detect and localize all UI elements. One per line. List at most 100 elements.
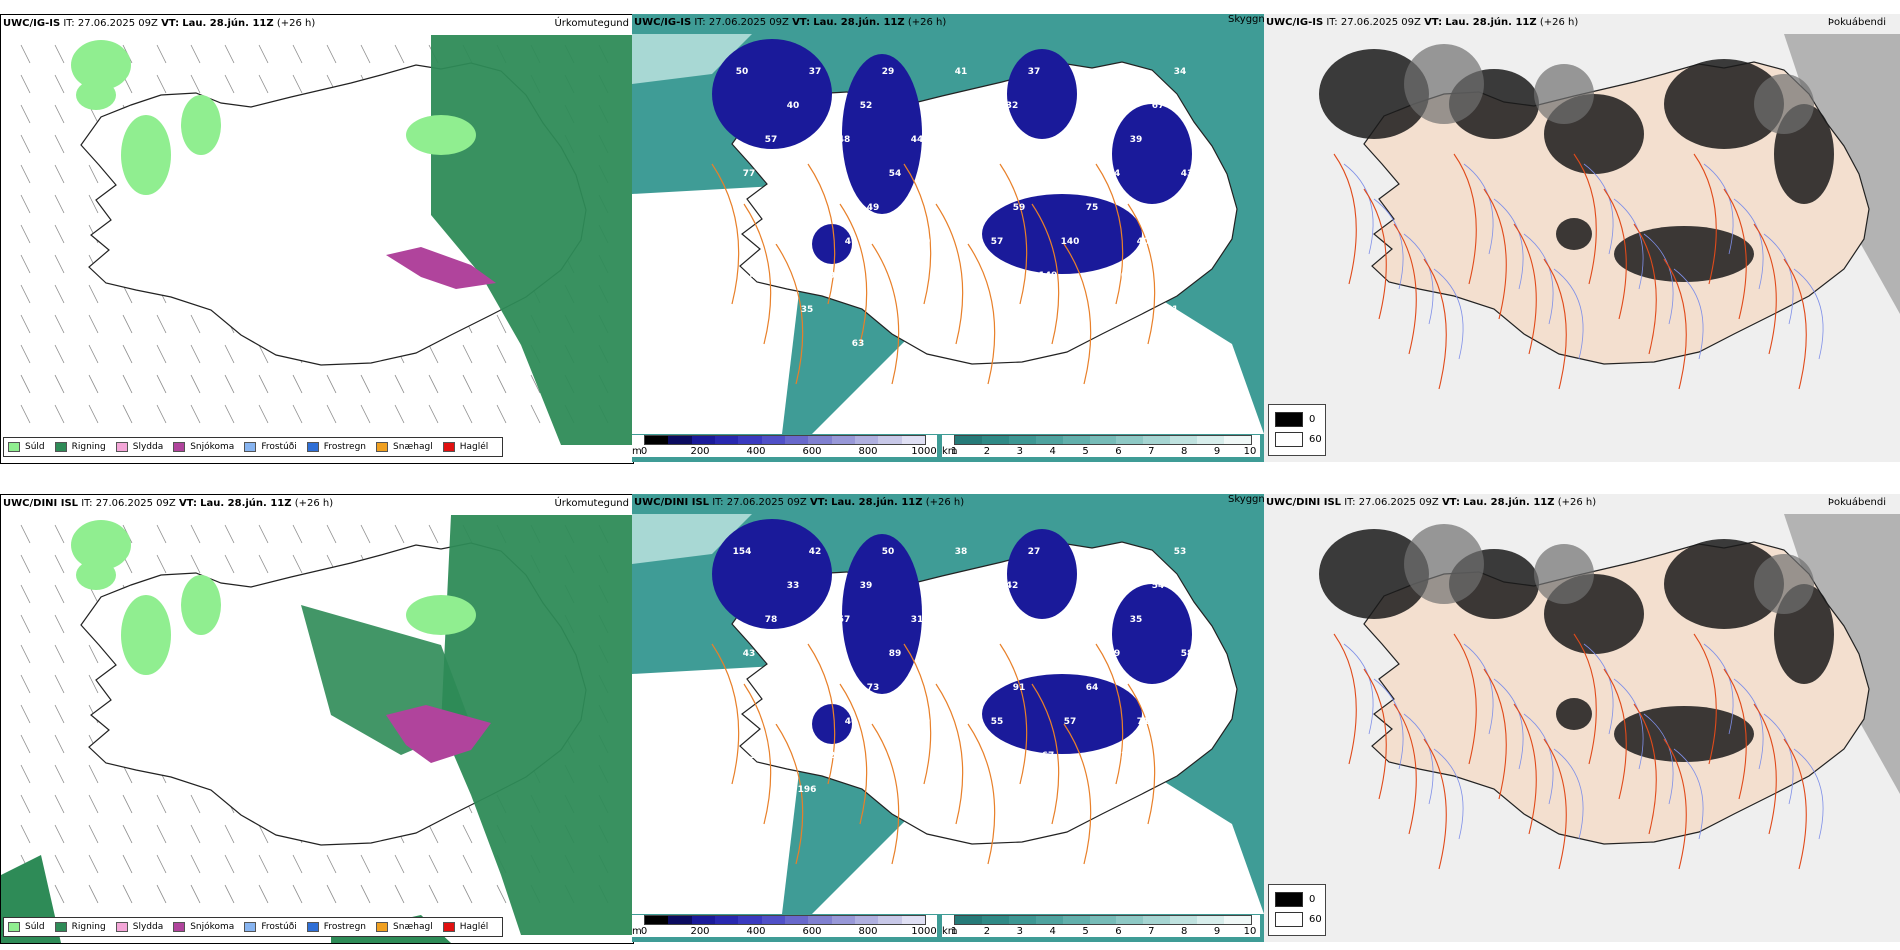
river (1403, 233, 1434, 325)
ceiling-value-label: 39 (860, 581, 873, 591)
snow-area (386, 705, 491, 763)
colorbar-segment (831, 436, 855, 444)
wind-barb (224, 884, 235, 904)
wind-barb (190, 824, 201, 844)
road (903, 643, 932, 785)
river (1673, 268, 1704, 360)
cloud-patch (1404, 524, 1484, 604)
wind-barb (292, 404, 303, 424)
drizzle-area (406, 595, 476, 635)
wind-barb (190, 44, 201, 64)
it-label: IT: (694, 17, 706, 28)
colorbar-segment (955, 436, 982, 444)
wind-barb (156, 44, 167, 64)
visibility-colorbar: km 1 2 3 4 5 6 7 8 9 10 (942, 915, 1260, 937)
wind-barb (496, 374, 507, 394)
wind-barb (88, 164, 99, 184)
it-label: IT: (81, 498, 93, 509)
colorbar-tick-label: 600 (802, 926, 822, 937)
low-ceiling-area (812, 704, 852, 744)
ceiling-value-label: 154 (733, 547, 752, 557)
colorbar-ticks: 1 2 3 4 5 6 7 8 9 10 (950, 445, 1257, 457)
ceiling-value-label: 52 (1035, 169, 1048, 179)
snow-area (386, 247, 496, 289)
rain-area (441, 515, 633, 935)
ceiling-value-label: 67 (1042, 751, 1055, 761)
colorbar-tick-label: 1000 (911, 446, 937, 457)
wind-barb (394, 884, 405, 904)
colorbar-tick-label: 1 (950, 446, 958, 457)
legend-swatch (376, 922, 389, 932)
wind-barb (292, 854, 303, 874)
river (1763, 713, 1794, 805)
wind-barb (156, 404, 167, 424)
low-ceiling-area (1112, 104, 1192, 204)
rain-area (431, 35, 633, 445)
ceiling-value-label: 32 (1079, 581, 1092, 591)
legend-swatch (306, 442, 319, 452)
low-ceiling-area (712, 519, 832, 629)
wind-barb (20, 704, 31, 724)
wind-barb (54, 194, 65, 214)
wind-barb (462, 404, 473, 424)
cloud-legend-label: 60 (1309, 434, 1322, 445)
legend-label: Snæhagl (393, 922, 433, 932)
river (1643, 233, 1674, 325)
wind-barb (20, 224, 31, 244)
ceiling-value-label: 47 (896, 751, 909, 761)
colorbar-segment (738, 436, 762, 444)
wind-barb (292, 44, 303, 64)
low-ceiling-area (842, 54, 922, 214)
river (1493, 198, 1524, 290)
cloud-legend-swatch (1275, 912, 1303, 927)
ceiling-value-label: 64 (984, 135, 997, 145)
wind-barb (88, 674, 99, 694)
road (1423, 258, 1447, 390)
ceiling-value-label: 88 (1057, 135, 1070, 145)
road (1423, 738, 1447, 870)
wind-barb (258, 44, 269, 64)
ceiling-value-label: 40 (787, 101, 800, 111)
wind-barb (156, 554, 167, 574)
ceiling-value-label: 50 (882, 547, 895, 557)
wind-barb (258, 554, 269, 574)
ceiling-value-label: 57 (991, 237, 1004, 247)
ceiling-value-label: 37 (984, 615, 997, 625)
colorbar-tick-label: 3 (1016, 926, 1023, 937)
wind-barb (88, 194, 99, 214)
wind-barb (258, 404, 269, 424)
road (1333, 633, 1357, 765)
colorbar-segment (784, 436, 809, 444)
cloud-map (1264, 494, 1900, 942)
wind-barb (428, 824, 439, 844)
ceiling-value-label: 41 (955, 67, 968, 77)
wind-barb (292, 374, 303, 394)
wind-barb (496, 404, 507, 424)
road (871, 723, 900, 865)
cloud-patch (1404, 44, 1484, 124)
wind-barb (530, 404, 541, 424)
ceiling-value-label: 78 (765, 615, 778, 625)
colorbar-segment (691, 916, 715, 924)
river (1703, 163, 1734, 255)
wind-barb (360, 44, 371, 64)
visibility-colorbar: km 1 2 3 4 5 6 7 8 9 10 (942, 435, 1260, 457)
colorbar-unit: m (632, 446, 642, 457)
wind-barb (20, 104, 31, 124)
road (1723, 668, 1747, 800)
ceiling-value-label: 57 (838, 615, 851, 625)
wind-barb (54, 644, 65, 664)
cloud-panel-row1: UWC/IG-IS IT: 27.06.2025 09Z VT: Lau. 28… (1264, 14, 1900, 462)
fog-area (632, 514, 752, 564)
legend-label: Snjókoma (190, 442, 235, 452)
ceiling-value-label: 46 (933, 101, 946, 111)
ceiling-value-label: 35 (1057, 615, 1070, 625)
ceiling-value-label: 29 (882, 67, 895, 77)
colorbar-tick-label: 1 (950, 926, 958, 937)
ceiling-value-label: 52 (860, 101, 873, 111)
wind-barb (88, 374, 99, 394)
ceiling-value-label: 165 (791, 683, 810, 693)
panel-header: UWC/DINI ISL IT: 27.06.2025 09Z VT: Lau.… (634, 497, 1260, 511)
colorbar-tick-label: 0 (640, 446, 648, 457)
river (1463, 163, 1494, 255)
